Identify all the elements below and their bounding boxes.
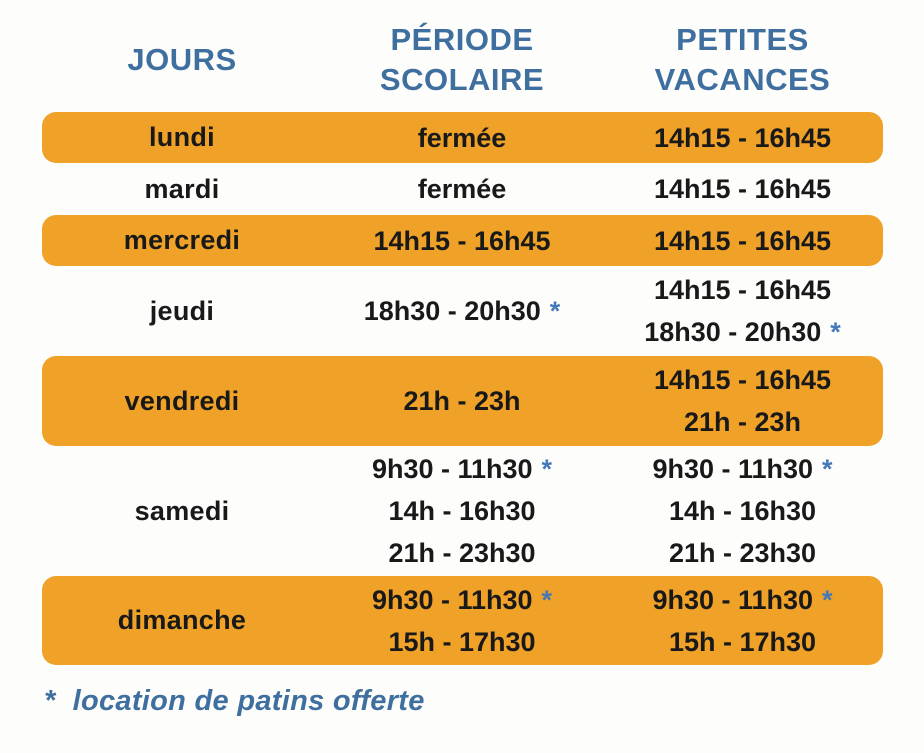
day-label: samedi bbox=[134, 495, 230, 526]
table-row-lundi: lundi fermée 14h15 - 16h45 bbox=[42, 112, 883, 163]
time-text: 9h30 - 11h30 bbox=[652, 584, 814, 615]
table-row-vendredi: vendredi 21h - 23h 14h15 - 16h45 21h - 2… bbox=[42, 356, 883, 446]
day-label: vendredi bbox=[124, 385, 240, 416]
column-header-petites-vacances-label: PETITES VACANCES bbox=[654, 21, 831, 97]
time-text: 21h - 23h bbox=[403, 386, 521, 416]
time-slot: 21h - 23h30 bbox=[322, 532, 602, 574]
column-header-periode-scolaire: PÉRIODE SCOLAIRE bbox=[322, 20, 602, 100]
petites-vacances-cell: 14h15 - 16h45 18h30 - 20h30 * bbox=[602, 266, 883, 356]
petites-vacances-cell: 14h15 - 16h45 21h - 23h bbox=[602, 356, 883, 446]
time-text: 14h - 16h30 bbox=[668, 496, 817, 526]
footnote-skate-rental: * location de patins offerte bbox=[44, 685, 924, 718]
table-header-row: JOURS PÉRIODE SCOLAIRE PETITES VACANCES bbox=[42, 0, 883, 112]
time-text: 18h30 - 20h30 bbox=[363, 296, 541, 326]
time-text: 9h30 - 11h30 bbox=[371, 584, 533, 615]
time-text: 15h - 17h30 bbox=[388, 626, 536, 657]
column-header-periode-scolaire-label: PÉRIODE SCOLAIRE bbox=[379, 21, 545, 97]
footnote-asterisk: * bbox=[44, 685, 56, 717]
periode-scolaire-cell: fermée bbox=[322, 163, 602, 215]
time-text: 14h15 - 16h45 bbox=[373, 225, 551, 256]
day-label: mardi bbox=[144, 173, 220, 204]
periode-scolaire-cell: 18h30 - 20h30 * bbox=[322, 266, 602, 356]
periode-scolaire-cell: 14h15 - 16h45 bbox=[322, 215, 602, 266]
time-text: 9h30 - 11h30 bbox=[652, 454, 814, 484]
time-slot: 14h15 - 16h45 bbox=[602, 168, 883, 210]
column-header-jours-label: JOURS bbox=[127, 41, 237, 77]
petites-vacances-cell: 14h15 - 16h45 bbox=[602, 215, 883, 266]
time-slot: 14h - 16h30 bbox=[322, 490, 602, 532]
time-text: 21h - 23h30 bbox=[668, 538, 817, 568]
time-slot: 21h - 23h bbox=[322, 380, 602, 422]
periode-scolaire-cell: fermée bbox=[322, 112, 602, 163]
time-text: fermée bbox=[417, 174, 507, 204]
time-text: 14h15 - 16h45 bbox=[653, 275, 832, 305]
table-row-mardi: mardi fermée 14h15 - 16h45 bbox=[42, 163, 883, 215]
column-header-petites-vacances: PETITES VACANCES bbox=[602, 20, 883, 100]
table-row-mercredi: mercredi 14h15 - 16h45 14h15 - 16h45 bbox=[42, 215, 883, 266]
table-row-dimanche: dimanche 9h30 - 11h30 * 15h - 17h30 9h30 … bbox=[42, 576, 883, 665]
day-label: mercredi bbox=[123, 225, 241, 255]
opening-hours-schedule: JOURS PÉRIODE SCOLAIRE PETITES VACANCES … bbox=[42, 0, 883, 665]
free-rental-asterisk: * bbox=[549, 296, 561, 326]
table-row-samedi: samedi 9h30 - 11h30 * 14h - 16h30 21h - 2… bbox=[42, 446, 883, 576]
time-slot: 18h30 - 20h30 * bbox=[602, 311, 883, 353]
time-slot: 14h15 - 16h45 bbox=[602, 220, 883, 262]
time-slot: 15h - 17h30 bbox=[602, 621, 883, 663]
time-slot: 21h - 23h30 bbox=[602, 532, 883, 574]
time-slot: 14h15 - 16h45 bbox=[602, 359, 883, 401]
time-text: 14h15 - 16h45 bbox=[653, 122, 832, 153]
time-slot: 15h - 17h30 bbox=[322, 621, 602, 663]
table-row-jeudi: jeudi 18h30 - 20h30 * 14h15 - 16h45 18h30… bbox=[42, 266, 883, 356]
time-text: fermée bbox=[417, 122, 507, 153]
time-slot: fermée bbox=[322, 117, 602, 159]
time-text: 21h - 23h bbox=[683, 407, 802, 437]
free-rental-asterisk: * bbox=[541, 454, 553, 484]
time-text: 14h15 - 16h45 bbox=[653, 225, 832, 256]
time-slot: 9h30 - 11h30 * bbox=[602, 579, 883, 621]
column-header-jours: JOURS bbox=[42, 40, 322, 80]
footnote-text: location de patins offerte bbox=[72, 685, 425, 717]
time-slot: 14h15 - 16h45 bbox=[602, 117, 883, 159]
time-text: 9h30 - 11h30 bbox=[371, 454, 533, 484]
periode-scolaire-cell: 21h - 23h bbox=[322, 356, 602, 446]
petites-vacances-cell: 9h30 - 11h30 * 14h - 16h30 21h - 23h30 bbox=[602, 446, 883, 576]
time-text: 14h15 - 16h45 bbox=[653, 365, 832, 395]
time-text: 21h - 23h30 bbox=[388, 538, 536, 568]
time-slot: 14h - 16h30 bbox=[602, 490, 883, 532]
free-rental-asterisk: * bbox=[822, 454, 833, 484]
time-slot: 9h30 - 11h30 * bbox=[602, 448, 883, 490]
free-rental-asterisk: * bbox=[541, 584, 553, 615]
time-text: 15h - 17h30 bbox=[668, 626, 817, 657]
time-slot: fermée bbox=[322, 168, 602, 210]
time-slot: 14h15 - 16h45 bbox=[322, 220, 602, 262]
time-slot: 9h30 - 11h30 * bbox=[322, 448, 602, 490]
day-label: jeudi bbox=[149, 295, 215, 326]
free-rental-asterisk: * bbox=[830, 317, 841, 347]
petites-vacances-cell: 9h30 - 11h30 * 15h - 17h30 bbox=[602, 576, 883, 665]
periode-scolaire-cell: 9h30 - 11h30 * 15h - 17h30 bbox=[322, 576, 602, 665]
time-slot: 21h - 23h bbox=[602, 401, 883, 443]
periode-scolaire-cell: 9h30 - 11h30 * 14h - 16h30 21h - 23h30 bbox=[322, 446, 602, 576]
time-slot: 18h30 - 20h30 * bbox=[322, 290, 602, 332]
free-rental-asterisk: * bbox=[822, 584, 833, 615]
day-label: lundi bbox=[149, 122, 215, 152]
time-slot: 14h15 - 16h45 bbox=[602, 269, 883, 311]
time-text: 18h30 - 20h30 bbox=[644, 317, 822, 347]
time-slot: 9h30 - 11h30 * bbox=[322, 579, 602, 621]
petites-vacances-cell: 14h15 - 16h45 bbox=[602, 112, 883, 163]
day-label: dimanche bbox=[117, 605, 247, 635]
time-text: 14h15 - 16h45 bbox=[653, 174, 832, 204]
petites-vacances-cell: 14h15 - 16h45 bbox=[602, 163, 883, 215]
time-text: 14h - 16h30 bbox=[388, 496, 536, 526]
